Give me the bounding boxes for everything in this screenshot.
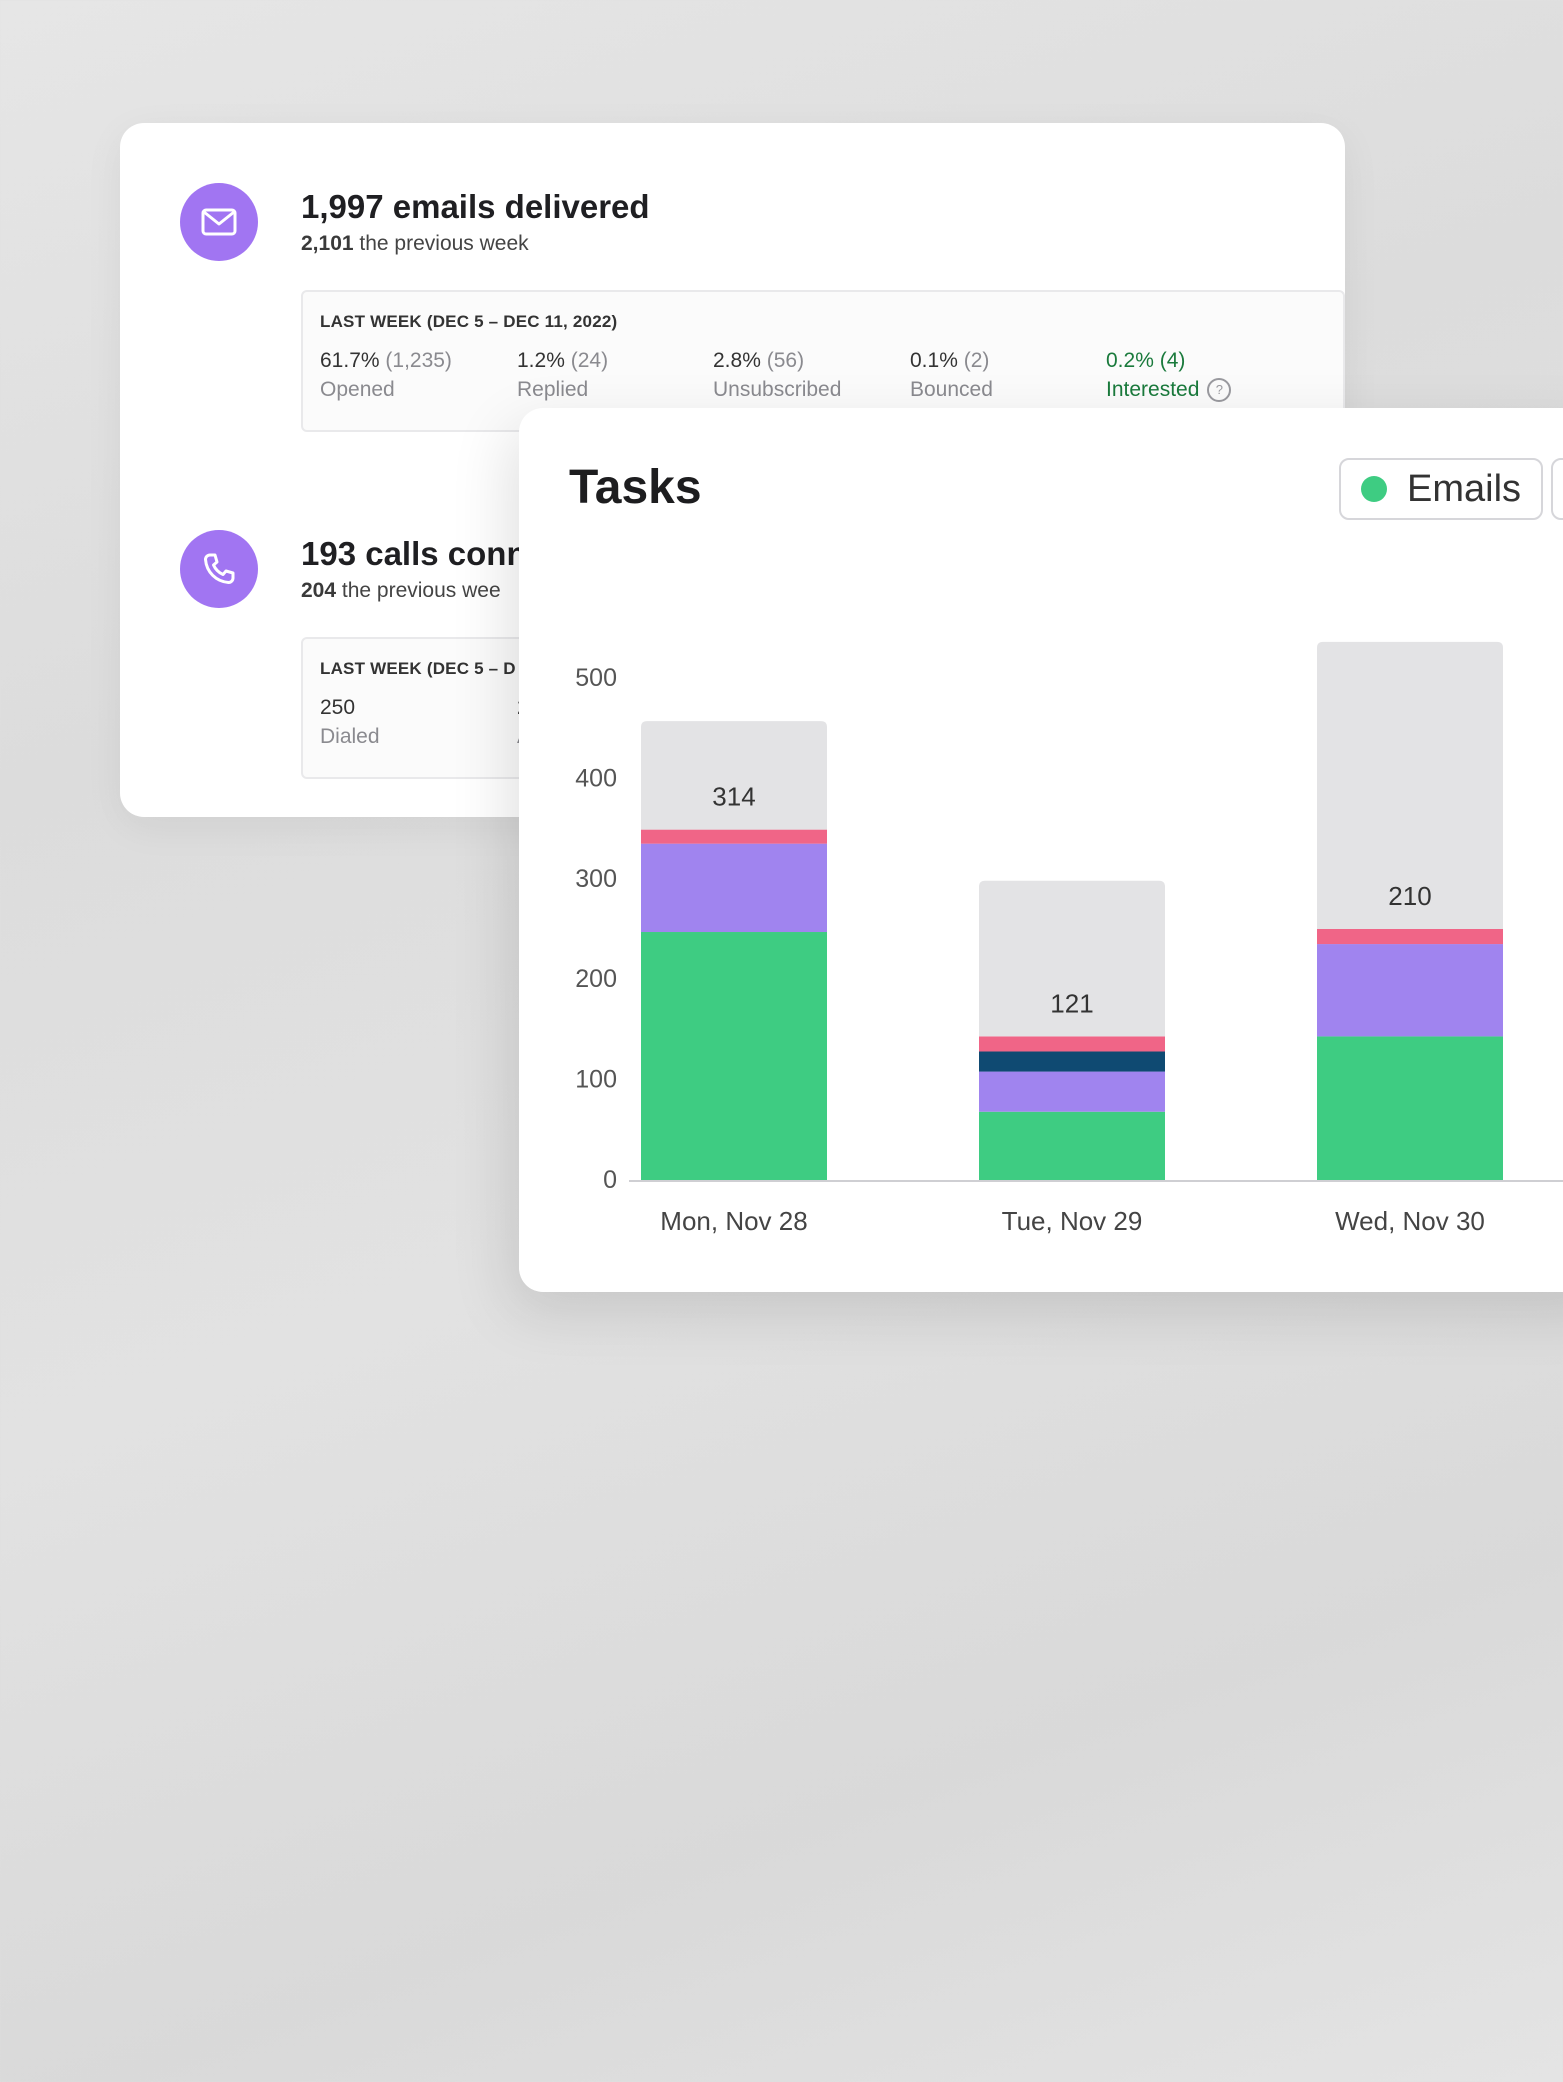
y-tick-label: 200 (575, 965, 617, 993)
phone-icon-badge (180, 530, 258, 608)
metric-replied: 1.2% (24) Replied (517, 349, 609, 401)
metric-bounced: 0.1% (2) Bounced (910, 349, 993, 401)
calls-week-title: LAST WEEK (DEC 5 – D (320, 659, 516, 678)
emails-previous-week: 2,101 the previous week (301, 232, 529, 255)
bar-segment (979, 1111, 1165, 1180)
emails-week-title: LAST WEEK (DEC 5 – DEC 11, 2022) (320, 312, 618, 331)
metric-interested: 0.2% (4) Interested? (1106, 349, 1232, 403)
legend-emails-toggle[interactable]: Emails (1339, 458, 1544, 520)
emails-legend-dot (1361, 476, 1387, 502)
x-category-label: Wed, Nov 30 (1335, 1206, 1485, 1236)
calls-connected-title: 193 calls conn (301, 535, 527, 572)
metric-dialed: 250 Dialed (320, 696, 380, 748)
bar-data-label: 314 (712, 782, 755, 812)
bar-segment (641, 829, 827, 844)
metric-opened: 61.7% (1,235) Opened (320, 349, 452, 401)
tasks-chart-card: Tasks Emails 0 100 200 300 400 500 314 Mon, Nov… (519, 408, 1563, 1292)
emails-delivered-title: 1,997 emails delivered (301, 188, 650, 225)
x-category-label: Mon, Nov 28 (660, 1206, 807, 1236)
metric-unsubscribed: 2.8% (56) Unsubscribed (713, 349, 842, 401)
legend-next-toggle[interactable] (1551, 458, 1563, 520)
y-tick-label: 400 (575, 764, 617, 792)
y-tick-label: 500 (575, 664, 617, 692)
help-icon[interactable]: ? (1207, 378, 1232, 403)
bar-segment (979, 1051, 1165, 1072)
phone-icon (204, 553, 235, 584)
x-category-label: Tue, Nov 29 (1002, 1206, 1143, 1236)
y-tick-label: 300 (575, 865, 617, 893)
bar-segment (1317, 1036, 1503, 1180)
calls-previous-week: 204 the previous wee (301, 579, 501, 602)
bar-segment (641, 932, 827, 1180)
bar-segment (641, 721, 827, 830)
y-tick-label: 0 (603, 1166, 617, 1194)
bar-segment (979, 1071, 1165, 1112)
bar-segment (1317, 929, 1503, 945)
bar-segment (1317, 641, 1503, 929)
email-icon-badge (180, 183, 258, 261)
bar-segment (1317, 944, 1503, 1037)
tasks-title: Tasks (569, 461, 702, 514)
bar-segment (979, 1036, 1165, 1052)
bar-data-label: 121 (1050, 988, 1093, 1018)
bar-segment (979, 880, 1165, 1037)
y-tick-label: 100 (575, 1066, 617, 1094)
bar-data-label: 210 (1388, 881, 1431, 911)
tasks-stacked-bar-chart: 0 100 200 300 400 500 314 Mon, Nov 28 121 Tue, No… (575, 641, 1563, 1236)
envelope-icon (201, 208, 237, 236)
bar-segment (641, 843, 827, 933)
legend-emails-label: Emails (1407, 467, 1522, 510)
